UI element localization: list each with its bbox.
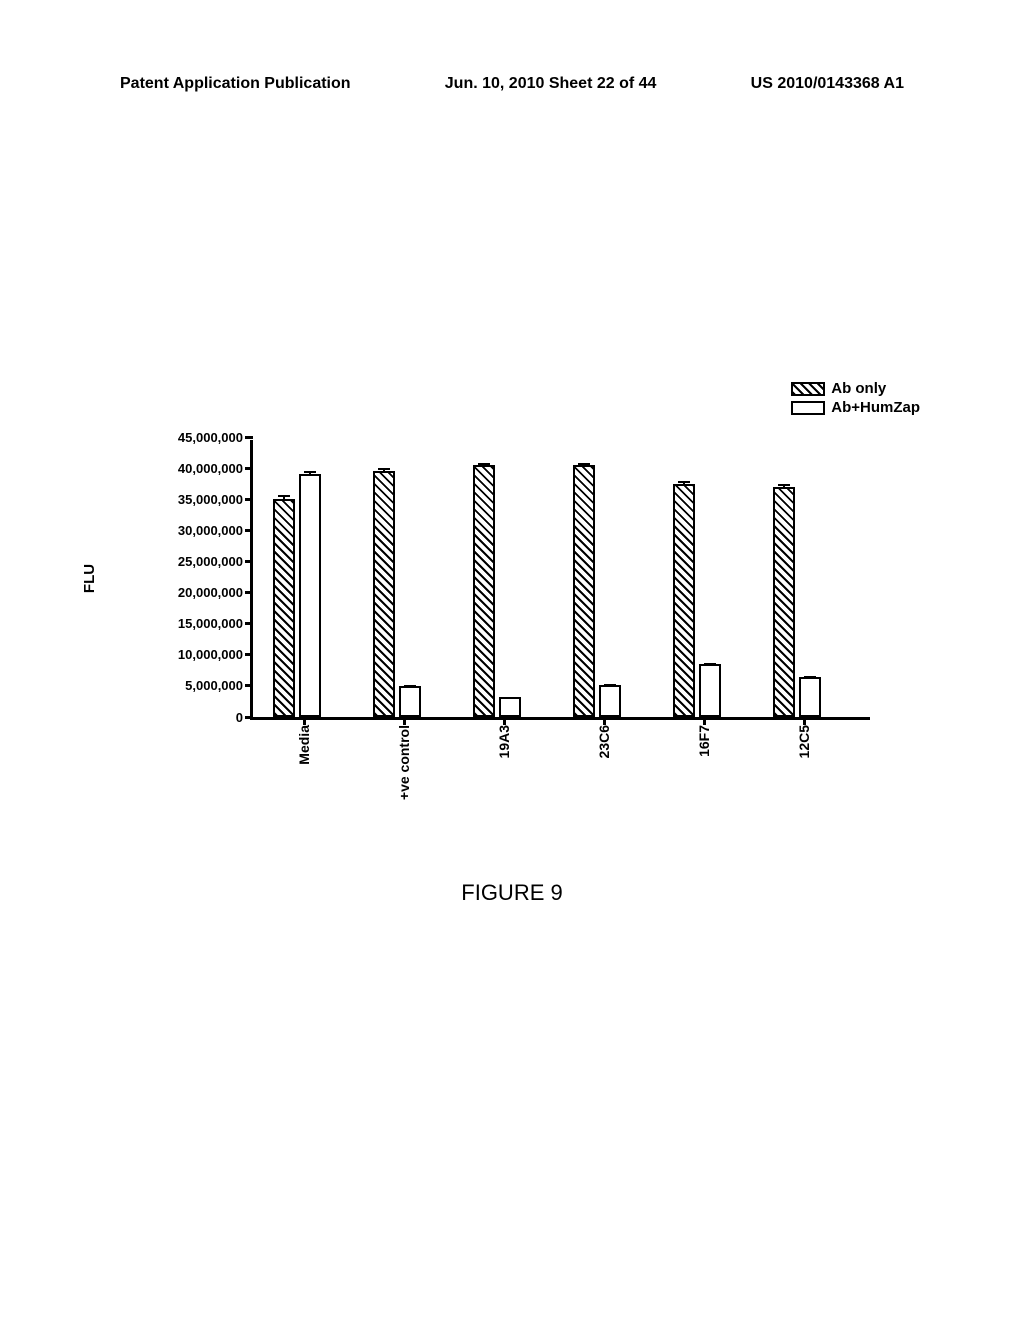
y-tick-label: 35,000,000 xyxy=(178,492,245,507)
x-tick-label: Media xyxy=(296,725,312,769)
legend-item-ab-only: Ab only xyxy=(791,380,920,397)
plot-area: 05,000,00010,000,00015,000,00020,000,000… xyxy=(250,440,870,720)
x-tick: 19A3 xyxy=(496,717,512,762)
bar xyxy=(699,664,721,717)
x-tick-mark xyxy=(703,717,706,725)
y-axis-label: FLU xyxy=(81,564,98,593)
y-tick-mark xyxy=(245,684,253,687)
error-bar xyxy=(778,484,790,489)
error-bar xyxy=(704,663,716,666)
y-tick-mark xyxy=(245,529,253,532)
error-bar xyxy=(678,481,690,486)
x-tick: Media xyxy=(296,717,312,769)
bar xyxy=(773,487,795,717)
y-tick-mark xyxy=(245,436,253,439)
bar xyxy=(473,465,495,717)
x-tick: 16F7 xyxy=(696,717,712,761)
figure-label: FIGURE 9 xyxy=(0,880,1024,906)
y-tick-mark xyxy=(245,467,253,470)
y-tick-mark xyxy=(245,591,253,594)
bar-group xyxy=(773,487,821,717)
y-tick-mark xyxy=(245,622,253,625)
bar xyxy=(399,686,421,717)
y-tick-mark xyxy=(245,716,253,719)
header-center: Jun. 10, 2010 Sheet 22 of 44 xyxy=(445,75,657,93)
x-tick: +ve control xyxy=(396,717,412,804)
legend-swatch-hatched xyxy=(791,382,825,396)
bar-group xyxy=(273,474,321,717)
x-tick-label: +ve control xyxy=(396,725,412,804)
legend-item-ab-humzap: Ab+HumZap xyxy=(791,399,920,416)
bar xyxy=(373,471,395,717)
page-header: Patent Application Publication Jun. 10, … xyxy=(0,75,1024,93)
x-tick-label: 19A3 xyxy=(496,725,512,762)
x-tick-mark xyxy=(603,717,606,725)
y-tick-label: 40,000,000 xyxy=(178,461,245,476)
legend-label: Ab only xyxy=(831,380,886,397)
bar-group xyxy=(573,465,621,717)
error-bar xyxy=(378,468,390,473)
chart-legend: Ab only Ab+HumZap xyxy=(791,380,920,418)
y-tick-mark xyxy=(245,653,253,656)
y-tick-label: 45,000,000 xyxy=(178,430,245,445)
error-bar xyxy=(504,697,516,699)
bar xyxy=(799,677,821,717)
bar-group xyxy=(473,465,521,717)
x-tick: 23C6 xyxy=(596,717,612,762)
error-bar xyxy=(578,463,590,467)
error-bar xyxy=(278,495,290,501)
y-tick-label: 5,000,000 xyxy=(185,678,245,693)
x-tick-label: 12C5 xyxy=(796,725,812,762)
bar xyxy=(499,697,521,717)
x-tick-mark xyxy=(403,717,406,725)
y-tick-label: 25,000,000 xyxy=(178,554,245,569)
bar-group xyxy=(373,471,421,717)
y-tick-label: 20,000,000 xyxy=(178,585,245,600)
legend-label: Ab+HumZap xyxy=(831,399,920,416)
error-bar xyxy=(304,471,316,476)
error-bar xyxy=(604,684,616,686)
error-bar xyxy=(804,676,816,678)
error-bar xyxy=(404,685,416,687)
bar xyxy=(299,474,321,717)
bar xyxy=(673,484,695,717)
x-tick-label: 16F7 xyxy=(696,725,712,761)
x-tick-mark xyxy=(503,717,506,725)
x-tick: 12C5 xyxy=(796,717,812,762)
y-tick-mark xyxy=(245,498,253,501)
x-tick-label: 23C6 xyxy=(596,725,612,762)
y-tick-label: 10,000,000 xyxy=(178,647,245,662)
bar-chart: Ab only Ab+HumZap FLU 05,000,00010,000,0… xyxy=(100,440,880,880)
header-left: Patent Application Publication xyxy=(120,75,351,93)
header-right: US 2010/0143368 A1 xyxy=(751,75,904,93)
y-tick-label: 15,000,000 xyxy=(178,616,245,631)
y-tick-label: 30,000,000 xyxy=(178,523,245,538)
bar-group xyxy=(673,484,721,717)
error-bar xyxy=(478,463,490,467)
bar xyxy=(599,685,621,717)
y-tick-mark xyxy=(245,560,253,563)
bar xyxy=(273,499,295,717)
bar xyxy=(573,465,595,717)
legend-swatch-plain xyxy=(791,401,825,415)
y-tick-label: 0 xyxy=(236,710,245,725)
x-tick-mark xyxy=(803,717,806,725)
